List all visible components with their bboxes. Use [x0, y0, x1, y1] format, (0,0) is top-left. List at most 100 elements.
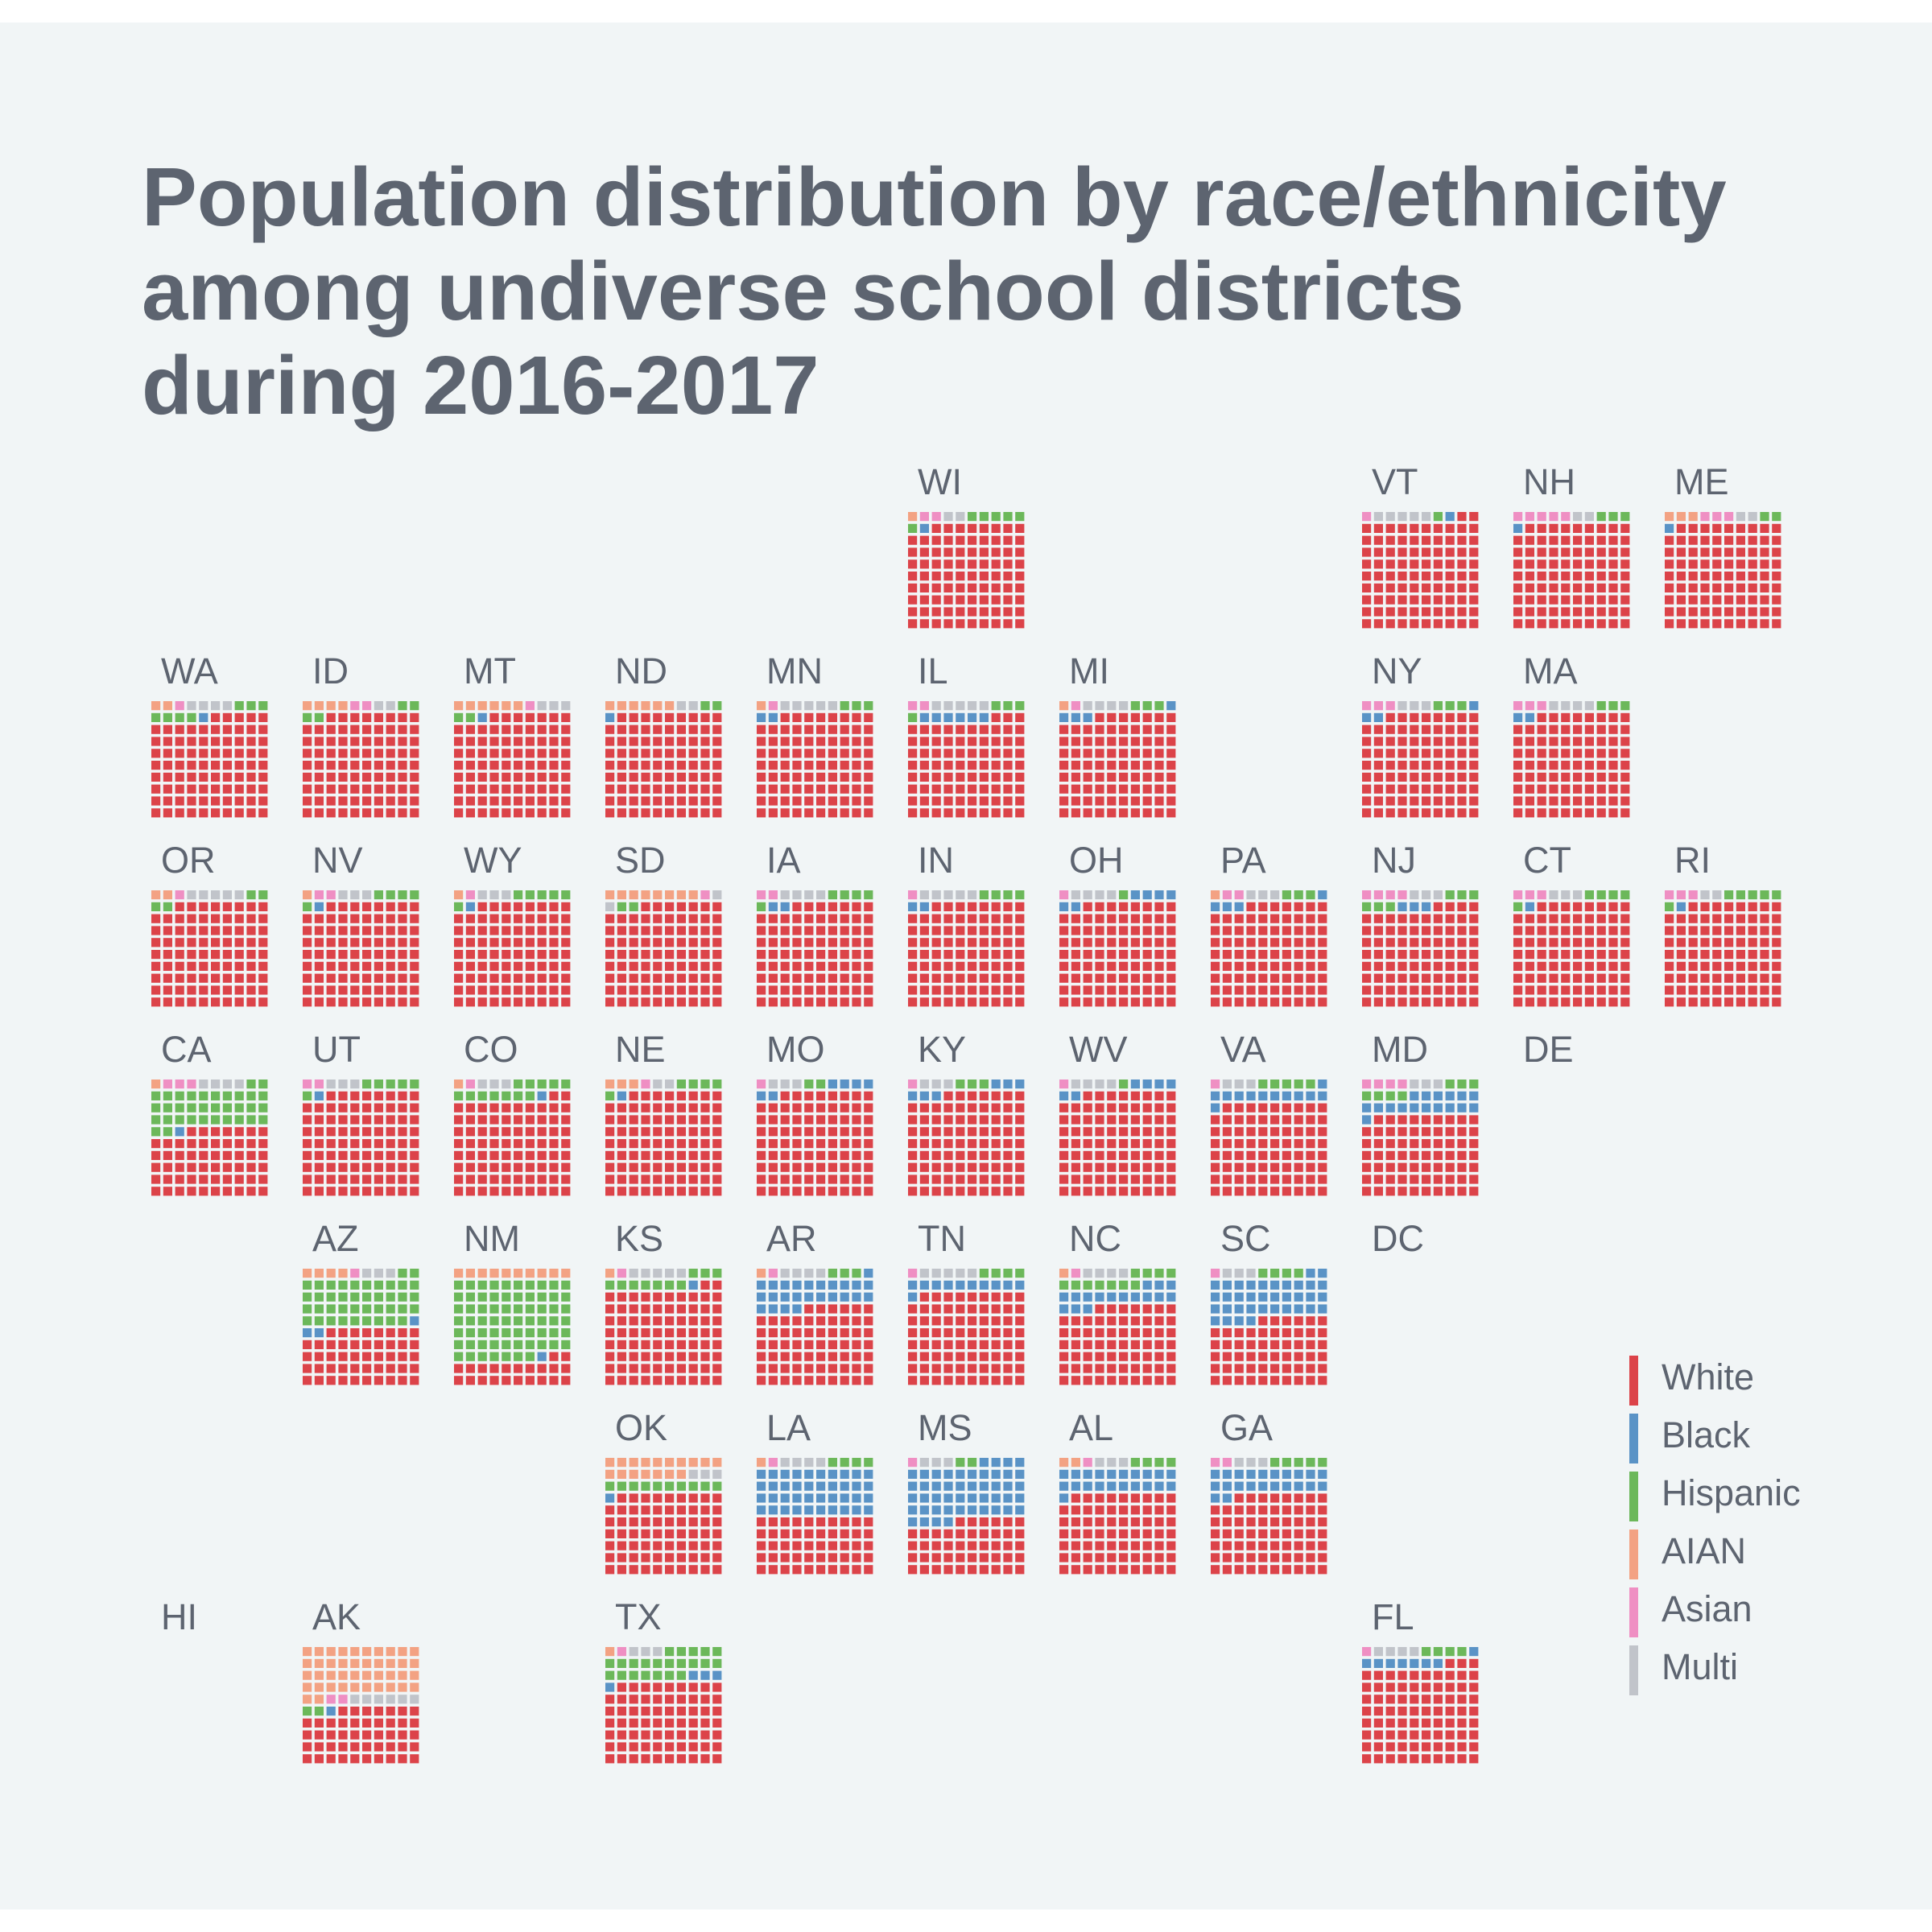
- waffle-square-white: [1772, 914, 1781, 923]
- waffle-square-aian: [303, 1647, 312, 1657]
- waffle-square-white: [700, 1695, 710, 1704]
- waffle-square-white: [1385, 583, 1395, 592]
- waffle-square-white: [908, 1364, 918, 1373]
- waffle-square-multi: [816, 1269, 826, 1278]
- waffle-square-black: [956, 1469, 965, 1479]
- waffle-square-white: [956, 619, 965, 629]
- waffle-square-white: [1700, 985, 1710, 995]
- waffle-square-white: [768, 724, 778, 734]
- waffle-square-white: [258, 1174, 268, 1184]
- waffle-square-aian: [1676, 512, 1686, 522]
- waffle-square-white: [1573, 712, 1583, 722]
- waffle-square-multi: [653, 1647, 663, 1657]
- waffle-square-white: [1608, 523, 1618, 533]
- waffle-square-white: [362, 1162, 372, 1172]
- waffle-square-white: [1083, 749, 1092, 758]
- waffle-square-multi: [222, 701, 232, 711]
- waffle-square-white: [199, 1139, 208, 1149]
- waffle-square-white: [780, 1139, 790, 1149]
- waffle-square-white: [780, 737, 790, 746]
- waffle-square-white: [1712, 535, 1722, 545]
- waffle-square-white: [386, 1150, 395, 1160]
- waffle-square-white: [931, 595, 941, 605]
- waffle-square-white: [688, 737, 698, 746]
- waffle-square-white: [919, 607, 929, 617]
- waffle-square-white: [1003, 1304, 1013, 1314]
- waffle-square-hispanic: [908, 712, 918, 722]
- waffle-square-white: [712, 973, 722, 983]
- waffle-square-white: [828, 1517, 837, 1527]
- waffle-square-white: [1294, 973, 1303, 983]
- waffle-square-white: [258, 724, 268, 734]
- waffle-square-white: [1748, 535, 1757, 545]
- waffle-square-white: [326, 1103, 336, 1113]
- waffle-square-white: [908, 1316, 918, 1326]
- waffle-square-white: [792, 1376, 802, 1385]
- waffle-square-white: [979, 1316, 989, 1326]
- waffle-square-white: [1373, 724, 1383, 734]
- waffle-square-white: [561, 938, 571, 947]
- waffle-square-black: [991, 1493, 1001, 1503]
- waffle-square-white: [1665, 926, 1674, 935]
- waffle-square-white: [1445, 619, 1455, 629]
- waffle-square-white: [386, 938, 395, 947]
- waffle-square-white: [792, 914, 802, 923]
- waffle-square-white: [1537, 784, 1546, 794]
- waffle-square-white: [549, 724, 559, 734]
- waffle-square-white: [1584, 997, 1594, 1007]
- waffle-square-white: [804, 950, 814, 960]
- waffle-square-white: [1445, 1115, 1455, 1125]
- waffle-square-white: [1362, 1670, 1372, 1680]
- waffle-square-hispanic: [489, 1328, 499, 1338]
- waffle-square-white: [1107, 926, 1117, 935]
- waffle-square-white: [386, 808, 395, 818]
- waffle-square-white: [1142, 1352, 1152, 1361]
- state-la: LA: [757, 1407, 873, 1575]
- waffle-square-white: [1071, 1505, 1080, 1515]
- waffle-square-white: [525, 1139, 535, 1149]
- waffle-square-white: [1620, 607, 1630, 617]
- waffle-square-white: [804, 1174, 814, 1184]
- waffle-square-white: [979, 997, 989, 1007]
- waffle-square-white: [1142, 950, 1152, 960]
- waffle-square-white: [151, 926, 161, 935]
- waffle-square-white: [338, 938, 348, 947]
- waffle-square-black: [1306, 1292, 1315, 1302]
- waffle-square-white: [187, 761, 196, 770]
- waffle-square-white: [1457, 572, 1467, 581]
- waffle-square-white: [187, 961, 196, 971]
- waffle-square-white: [979, 1187, 989, 1196]
- waffle-square-white: [199, 737, 208, 746]
- waffle-square-hispanic: [514, 1080, 523, 1089]
- waffle-square-white: [629, 1292, 638, 1302]
- waffle-square-black: [1410, 1103, 1419, 1113]
- waffle-square-white: [1596, 559, 1606, 569]
- waffle-square-white: [1119, 1127, 1129, 1137]
- waffle-square-white: [864, 749, 873, 758]
- waffle-square-hispanic: [410, 1292, 419, 1302]
- waffle-square-black: [1015, 1080, 1025, 1089]
- waffle-square-white: [549, 1376, 559, 1385]
- waffle-square-white: [852, 1517, 861, 1527]
- waffle-square-white: [1469, 572, 1479, 581]
- waffle-square-white: [1083, 1376, 1092, 1385]
- waffle-square-white: [1469, 808, 1479, 818]
- waffle-square-white: [676, 1529, 686, 1538]
- waffle-square-hispanic: [828, 1269, 837, 1278]
- waffle-square-white: [549, 749, 559, 758]
- waffle-square-white: [477, 1376, 487, 1385]
- waffle-square-white: [828, 784, 837, 794]
- waffle-square-white: [804, 1150, 814, 1160]
- waffle-square-white: [1422, 559, 1431, 569]
- waffle-square-white: [804, 1529, 814, 1538]
- waffle-square-white: [1422, 737, 1431, 746]
- waffle-square-white: [653, 1115, 663, 1125]
- waffle-square-white: [1445, 607, 1455, 617]
- waffle-square-hispanic: [549, 1080, 559, 1089]
- waffle-square-white: [326, 1150, 336, 1160]
- waffle-square-white: [1294, 985, 1303, 995]
- waffle-square-white: [338, 997, 348, 1007]
- waffle-square-white: [1282, 926, 1291, 935]
- waffle-square-white: [465, 784, 475, 794]
- waffle-square-aian: [398, 1682, 407, 1692]
